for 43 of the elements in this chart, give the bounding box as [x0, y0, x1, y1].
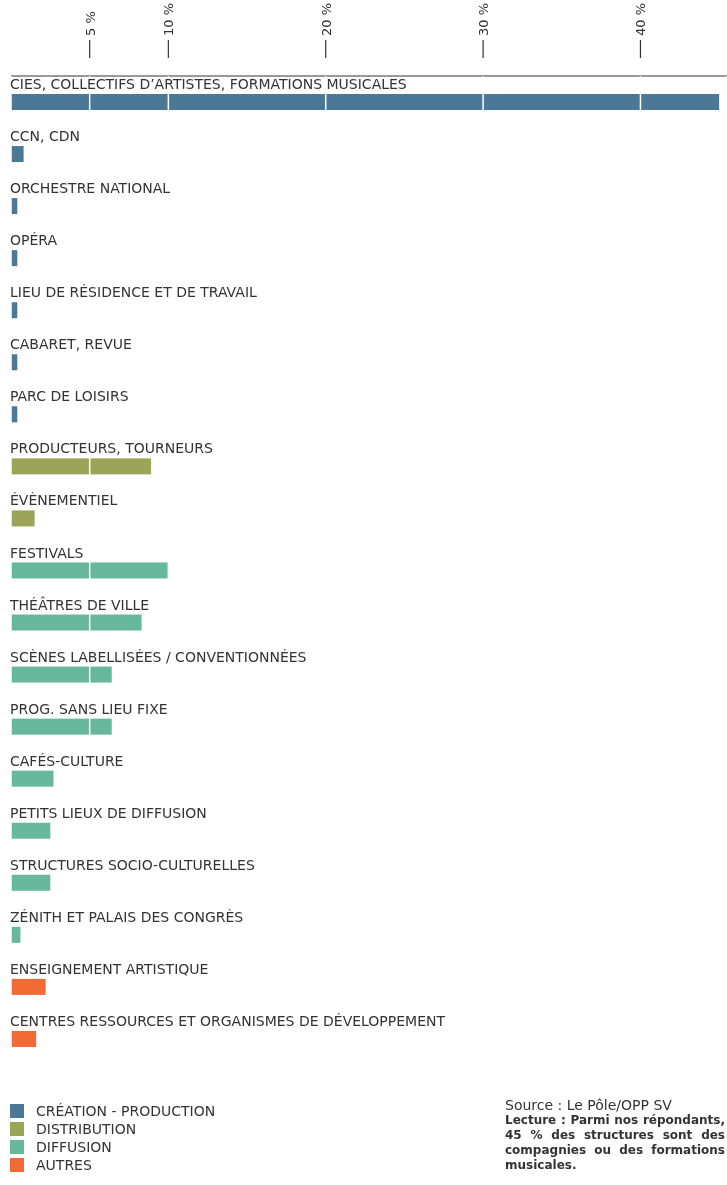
legend-label: CRÉATION - PRODUCTION [36, 1102, 216, 1120]
bar [11, 1030, 37, 1047]
bar [11, 614, 142, 631]
y-tick-label: ÉVÈNEMENTIEL [10, 492, 118, 509]
legend-label: DIFFUSION [36, 1138, 112, 1156]
y-tick-label: FESTIVALS [10, 544, 84, 561]
x-tick-label: 5 % [82, 11, 98, 36]
y-tick-label: PRODUCTEURS, TOURNEURS [10, 440, 213, 457]
x-tick-label: 20 % [318, 2, 334, 36]
y-tick-label: CABARET, REVUE [10, 336, 132, 353]
bar [11, 718, 112, 735]
bar [11, 146, 24, 163]
y-tick-label: CIES, COLLECTIFS D’ARTISTES, FORMATIONS MUSICALES [10, 76, 407, 93]
y-tick-label: STRUCTURES SOCIO-CULTURELLES [10, 856, 255, 873]
bar [11, 978, 46, 995]
y-tick-label: CCN, CDN [10, 128, 80, 145]
legend-label: AUTRES [36, 1156, 92, 1174]
bar [11, 874, 51, 891]
bar [11, 94, 720, 110]
y-tick-label: PROG. SANS LIEU FIXE [10, 700, 168, 717]
y-tick-label: PETITS LIEUX DE DIFFUSION [10, 804, 207, 821]
y-tick-label: CAFÉS-CULTURE [10, 752, 124, 769]
x-tick-label: 40 % [633, 2, 649, 36]
source-note: Source : Le Pôle/OPP SV [505, 1097, 673, 1113]
bar [11, 458, 152, 475]
x-tick-label: 30 % [476, 2, 492, 36]
y-tick-label: ZÉNITH ET PALAIS DES CONGRÈS [10, 908, 244, 925]
y-tick-label: OPÉRA [10, 232, 58, 249]
y-tick-label: SCÈNES LABELLISÉES / CONVENTIONNÉES [10, 648, 307, 665]
y-tick-label: THÉÂTRES DE VILLE [9, 595, 150, 613]
y-tick-label: PARC DE LOISIRS [10, 388, 129, 405]
y-tick-label: ENSEIGNEMENT ARTISTIQUE [10, 960, 209, 977]
bar [11, 822, 51, 839]
y-tick-label: LIEU DE RÉSIDENCE ET DE TRAVAIL [10, 284, 258, 301]
bar [11, 770, 54, 787]
bar [11, 562, 169, 579]
y-tick-label: ORCHESTRE NATIONAL [10, 180, 171, 197]
text: Lecture : Parmi nos répondants, 45 % des structures sont des compagnies ou des formations musicales. [505, 1113, 725, 1173]
y-tick-label: CENTRES RESSOURCES ET ORGANISMES DE DÉVELOPPEMENT [10, 1012, 446, 1029]
bar [11, 666, 112, 683]
bar [11, 510, 35, 527]
x-tick-label: 10 % [161, 2, 177, 36]
legend-label: DISTRIBUTION [36, 1120, 137, 1138]
